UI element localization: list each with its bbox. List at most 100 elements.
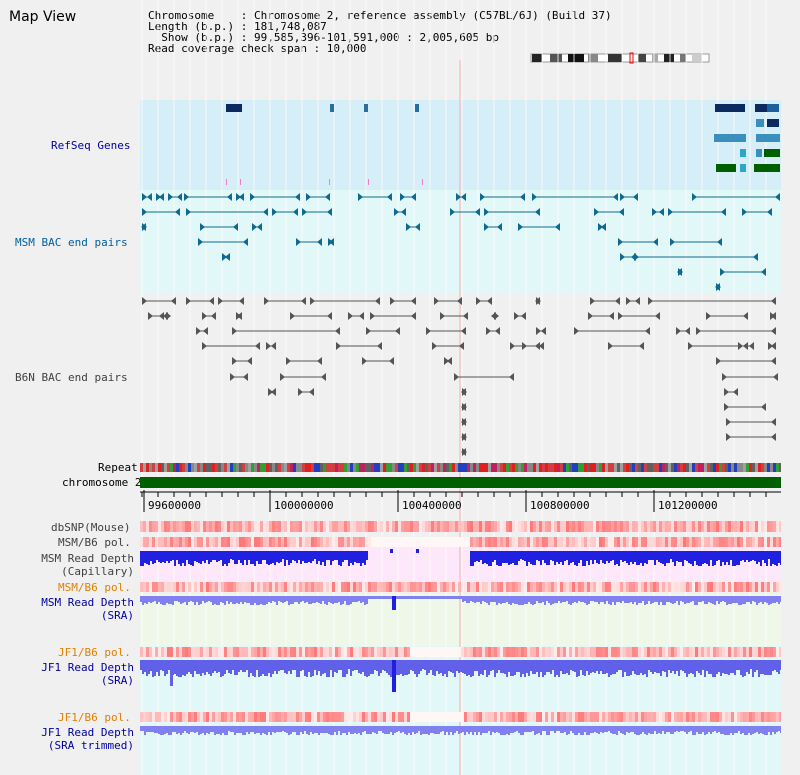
msm-sra-depth-bar [502,596,504,603]
jf1-trim-depth-bar [452,726,454,735]
msm-b6-pol2-cell [179,582,182,592]
msm-b6-pol-cell [443,537,446,547]
repeat-block [251,463,254,472]
msm-sra-depth-bar [358,596,360,601]
jf1-sra-depth-bar [410,660,412,670]
jf1-b6-pol2-cell [614,712,617,722]
msm-cap-depth-bar [576,551,578,566]
msm-sra-depth-bar [268,596,270,602]
jf1-trim-depth-bar [172,726,174,732]
jf1-sra-depth-bar [498,660,500,670]
jf1-sra-depth-bar [212,660,214,673]
msm-b6-pol-cell [230,537,233,547]
position-ruler: 99600000 100000000 100400000 100800000 10120… [140,490,781,512]
b6n-pair-end [440,312,445,320]
msm-b6-pol-cell [143,537,146,547]
msm-b6-pol2-cell [737,582,740,592]
dbsnp-cell [317,521,320,532]
msm-sra-depth-bar [250,596,252,605]
jf1-sra-depth-bar [140,660,142,670]
jf1-b6-pol2-cell [683,712,686,722]
jf1-sra-depth-bar [188,660,190,672]
dbsnp-cell [692,521,695,532]
jf1-b6-pol-cell [248,647,251,657]
jf1-trim-depth-bar [320,726,322,733]
msm-cap-depth-bar [334,551,336,560]
msm-b6-pol-cell [329,537,332,547]
jf1-sra-depth-bar [184,660,186,676]
jf1-b6-pol2-cell [695,712,698,722]
msm-sra-depth-bar [172,596,174,605]
jf1-sra-depth-bar [154,660,156,676]
repeat-block [629,463,632,472]
jf1-b6-pol-cell [476,647,479,657]
msm-b6-pol2-cell [716,582,719,592]
b6n-pair-end [771,433,776,441]
jf1-trim-depth-bar [576,726,578,735]
msm-cap-depth-bar [208,551,210,564]
msm-b6-pol-cell [533,537,536,547]
msm-sra-depth-bar [746,596,748,602]
msm-b6-pol2-cell [473,582,476,592]
repeat-block [269,463,272,472]
genome-track-panel[interactable]: 99600000 100000000 100400000 100800000 10120… [140,0,781,775]
msm-sra-depth-bar [504,596,506,603]
msm-cap-depth-bar [416,549,419,553]
jf1-b6-pol-cell [746,647,749,657]
msm-b6-pol2-cell [575,582,578,592]
jf1-sra-depth-bar [760,660,762,674]
repeat-block [740,463,743,472]
msm-cap-depth-bar [140,551,142,566]
jf1-trim-depth-bar [422,726,424,734]
dbsnp-cell [569,521,572,532]
chromosome-ideogram[interactable] [528,51,714,65]
msm-sra-depth-bar [334,596,336,603]
jf1-b6-pol2-cell [407,712,410,722]
b6n-pair-end [461,433,466,441]
msm-sra-depth-bar [282,596,284,603]
jf1-trim-depth-bar [504,726,506,735]
msm-b6-pol2-cell [176,582,179,592]
jf1-trim-depth-bar [730,726,732,733]
msm-cap-depth-bar [698,551,700,566]
jf1-trim-depth-bar [664,726,666,734]
jf1-trim-depth-bar [560,726,562,733]
msm-b6-pol-cell [593,537,596,547]
msm-sra-depth-bar [466,596,468,603]
dbsnp-cell [614,521,617,532]
jf1-b6-pol-cell [149,647,152,657]
repeat-block [443,463,446,472]
jf1-b6-pol-cell [188,647,191,657]
jf1-trim-depth-bar [570,726,572,731]
b6n-pair-end [655,312,660,320]
jf1-b6-pol2-cell [161,712,164,722]
jf1-b6-pol2-cell [731,712,734,722]
dbsnp-cell [194,521,197,532]
msm-sra-depth-bar [480,596,482,604]
jf1-trim-depth-bar [556,726,558,731]
msm-pair-end [186,208,191,216]
jf1-b6-pol2-cell [341,712,344,722]
jf1-b6-pol2-cell [464,712,467,722]
repeat-block [317,463,320,472]
msm-pair-end [620,253,625,261]
repeat-block [290,463,293,472]
dbsnp-cell [425,521,428,532]
jf1-b6-pol2-cell [377,712,380,722]
msm-cap-depth-bar [552,551,554,561]
msm-b6-pol-cell [197,537,200,547]
msm-depth-cap-sub: (Capillary) [61,565,134,578]
jf1-b6-pol2-cell [452,712,455,722]
jf1-sra-depth-bar [220,660,222,677]
gene-block [764,149,780,157]
dbsnp-cell [665,521,668,532]
jf1-sra-depth-bar [234,660,236,675]
jf1-b6-pol2-cell [344,712,347,722]
jf1-trim-depth-bar [648,726,650,733]
msm-b6-pol-cell [308,537,311,547]
jf1-trim-depth-bar [278,726,280,732]
jf1-b6-pol2-cell [680,712,683,722]
dbsnp-cell [548,521,551,532]
jf1-trim-depth-bar [762,726,764,734]
msm-cap-depth-bar [144,551,146,563]
